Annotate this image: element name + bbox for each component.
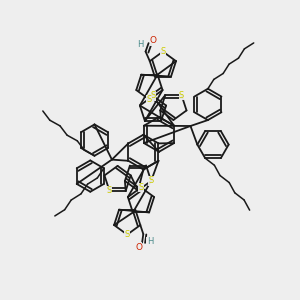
Text: O: O [150,36,157,45]
Text: S: S [124,230,130,239]
Text: S: S [179,91,184,100]
Text: S: S [147,95,152,104]
Text: S: S [160,47,166,56]
Text: S: S [107,186,112,195]
Text: S: S [148,176,154,185]
Text: H: H [137,40,143,49]
Text: H: H [147,237,153,246]
Text: O: O [135,243,142,252]
Text: S: S [150,92,156,100]
Text: S: S [138,183,144,192]
